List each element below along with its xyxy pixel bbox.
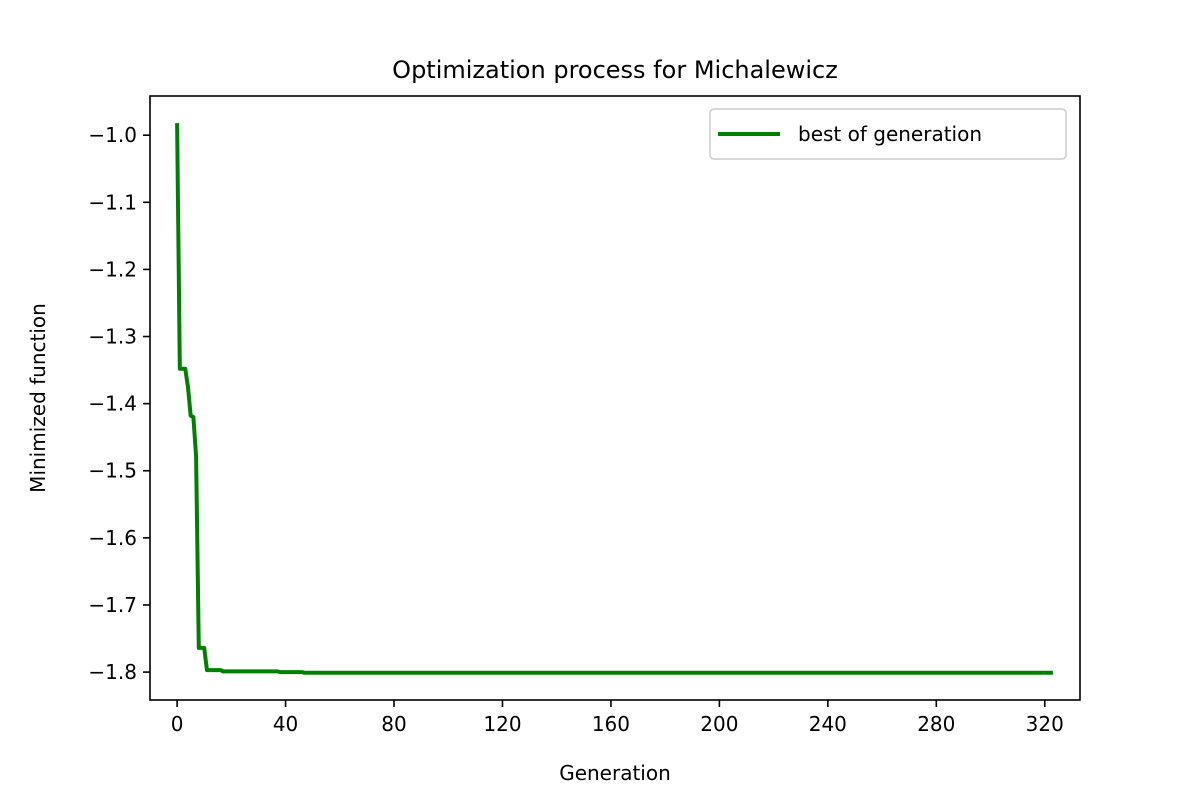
y-axis: −1.0 −1.1 −1.2 −1.3 −1.4 −1.5 −1.6 −1.7 −1.8	[88, 123, 150, 684]
series-line-0	[175, 123, 1053, 675]
x-tick-label: 240	[809, 712, 847, 736]
x-axis: 0 40 80 120 160 200 240 280 320	[171, 700, 1064, 736]
series-layer	[175, 123, 1053, 675]
y-tick-label: −1.8	[88, 660, 137, 684]
x-tick-label: 280	[917, 712, 955, 736]
y-tick-label: −1.0	[88, 123, 137, 147]
x-tick-label: 40	[273, 712, 298, 736]
y-axis-label: Minimized function	[26, 303, 50, 493]
x-axis-label: Generation	[559, 761, 671, 785]
x-tick-label: 160	[592, 712, 630, 736]
chart-title: Optimization process for Michalewicz	[392, 56, 838, 84]
y-tick-label: −1.6	[88, 526, 137, 550]
legend-label: best of generation	[798, 122, 982, 146]
y-tick-label: −1.7	[88, 593, 137, 617]
legend-box	[709, 108, 1067, 160]
x-tick-label: 200	[700, 712, 738, 736]
y-tick-label: −1.1	[88, 190, 137, 214]
x-tick-label: 0	[171, 712, 184, 736]
legend: best of generation	[709, 108, 1067, 160]
x-tick-label: 120	[483, 712, 521, 736]
x-tick-label: 80	[381, 712, 406, 736]
y-tick-label: −1.5	[88, 459, 137, 483]
plot-frame	[149, 95, 1081, 701]
x-tick-label: 320	[1026, 712, 1064, 736]
y-tick-label: −1.2	[88, 257, 137, 281]
y-tick-label: −1.4	[88, 392, 137, 416]
y-tick-label: −1.3	[88, 325, 137, 349]
